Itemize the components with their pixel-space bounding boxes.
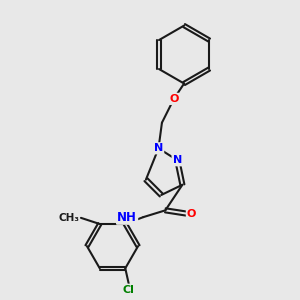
Text: N: N [154, 143, 163, 153]
Text: O: O [187, 209, 196, 219]
Text: Cl: Cl [123, 285, 135, 295]
Text: N: N [172, 155, 182, 165]
Text: O: O [169, 94, 178, 104]
Text: CH₃: CH₃ [58, 213, 79, 223]
Text: NH: NH [117, 211, 137, 224]
